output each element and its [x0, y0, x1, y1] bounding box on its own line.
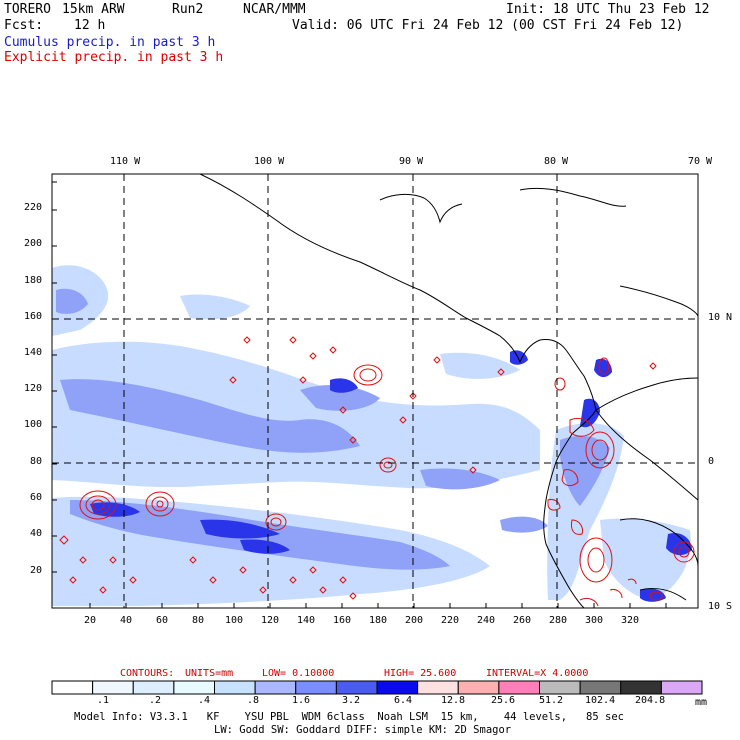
- lon-label-80w: 80 W: [544, 156, 569, 167]
- x-tick-label: 180: [369, 615, 388, 626]
- colorbar-label: .4: [198, 695, 211, 706]
- x-tick-label: 40: [120, 615, 133, 626]
- colorbar-swatch: [376, 680, 419, 695]
- colorbar-unit: mm: [695, 697, 708, 708]
- y-tick-label: 20: [30, 565, 43, 576]
- axis-ticks: [52, 181, 667, 608]
- x-tick-label: 260: [513, 615, 532, 626]
- colorbar-label: .2: [149, 695, 162, 706]
- y-tick-label: 120: [24, 383, 43, 394]
- explicit-legend: Explicit precip. in past 3 h: [4, 50, 224, 65]
- y-tick-label: 80: [30, 456, 43, 467]
- cumulus-legend: Cumulus precip. in past 3 h: [4, 35, 216, 50]
- valid-time: Valid: 06 UTC Fri 24 Feb 12 (00 CST Fri …: [292, 18, 684, 33]
- lon-label-70w: 70 W: [688, 156, 713, 167]
- colorbar-swatch: [173, 680, 216, 695]
- colorbar-label: 25.6: [491, 695, 516, 706]
- contour-low: LOW= 0.10000: [262, 668, 335, 679]
- colorbar-label: 1.6: [292, 695, 311, 706]
- x-tick-label: 120: [261, 615, 280, 626]
- x-tick-label: 280: [549, 615, 568, 626]
- model-physics: LW: Godd SW: Goddard DIFF: simple KM: 2D…: [214, 724, 512, 736]
- colorbar-label: 204.8: [635, 695, 666, 706]
- x-tick-label: 320: [621, 615, 640, 626]
- colorbar-swatch: [254, 680, 297, 695]
- lat-label-10s: 10 S: [708, 601, 733, 612]
- colorbar-swatch: [620, 680, 662, 695]
- graticule: [52, 174, 698, 608]
- colorbar-label: 51.2: [539, 695, 564, 706]
- y-tick-label: 40: [30, 528, 43, 539]
- colorbar-label: .8: [247, 695, 260, 706]
- y-tick-label: 200: [24, 238, 43, 249]
- colorbar-swatch: [457, 680, 500, 695]
- colorbar-swatch: [295, 680, 337, 695]
- y-tick-label: 100: [24, 419, 43, 430]
- x-tick-label: 160: [333, 615, 352, 626]
- model-info: Model Info: V3.3.1 KF YSU PBL WDM 6class…: [74, 711, 624, 723]
- y-tick-label: 60: [30, 492, 43, 503]
- contour-units: UNITS=mm: [185, 668, 234, 679]
- lon-label-100w: 100 W: [254, 156, 285, 167]
- y-tick-label: 160: [24, 311, 43, 322]
- x-tick-label: 220: [441, 615, 460, 626]
- colorbar-swatch: [335, 680, 378, 695]
- lat-label-0: 0: [708, 456, 715, 467]
- org-label: NCAR/MMM: [243, 2, 306, 17]
- colorbar: [51, 680, 703, 695]
- colorbar-swatch: [132, 680, 175, 695]
- colorbar-swatch: [579, 680, 622, 695]
- x-tick-label: 140: [297, 615, 316, 626]
- colorbar-swatch: [539, 680, 581, 695]
- colorbar-label: 6.4: [394, 695, 413, 706]
- contour-label: CONTOURS:: [120, 668, 175, 679]
- colorbar-swatch: [51, 680, 94, 695]
- explicit-precip-contours: [59, 336, 695, 607]
- colorbar-swatch: [660, 680, 703, 695]
- x-tick-label: 80: [192, 615, 205, 626]
- forecast-label: Fcst:: [4, 18, 44, 33]
- colorbar-label: 3.2: [342, 695, 361, 706]
- x-tick-label: 200: [405, 615, 424, 626]
- lat-label-10n: 10 N: [708, 312, 733, 323]
- model-name: TORERO: [4, 2, 51, 17]
- colorbar-swatch: [214, 680, 256, 695]
- init-time: Init: 18 UTC Thu 23 Feb 12: [506, 2, 710, 17]
- colorbar-swatch: [417, 680, 459, 695]
- contour-high: HIGH= 25.600: [384, 668, 457, 679]
- x-tick-label: 20: [84, 615, 97, 626]
- model-resolution: 15km ARW: [62, 2, 125, 17]
- x-tick-label: 240: [477, 615, 496, 626]
- y-tick-label: 140: [24, 347, 43, 358]
- x-tick-label: 300: [585, 615, 604, 626]
- colorbar-label: .1: [97, 695, 110, 706]
- lon-label-90w: 90 W: [399, 156, 424, 167]
- colorbar-label: 12.8: [441, 695, 466, 706]
- colorbar-label: 102.4: [585, 695, 616, 706]
- coastline: [199, 174, 698, 608]
- y-tick-label: 180: [24, 275, 43, 286]
- colorbar-swatch: [92, 680, 134, 695]
- y-tick-label: 220: [24, 202, 43, 213]
- colorbar-swatch: [498, 680, 541, 695]
- x-tick-label: 100: [225, 615, 244, 626]
- x-tick-label: 60: [156, 615, 169, 626]
- contour-interval: INTERVAL=X 4.0000: [486, 668, 589, 679]
- lon-label-110w: 110 W: [110, 156, 141, 167]
- forecast-hour: 12 h: [74, 18, 106, 33]
- run-label: Run2: [172, 2, 204, 17]
